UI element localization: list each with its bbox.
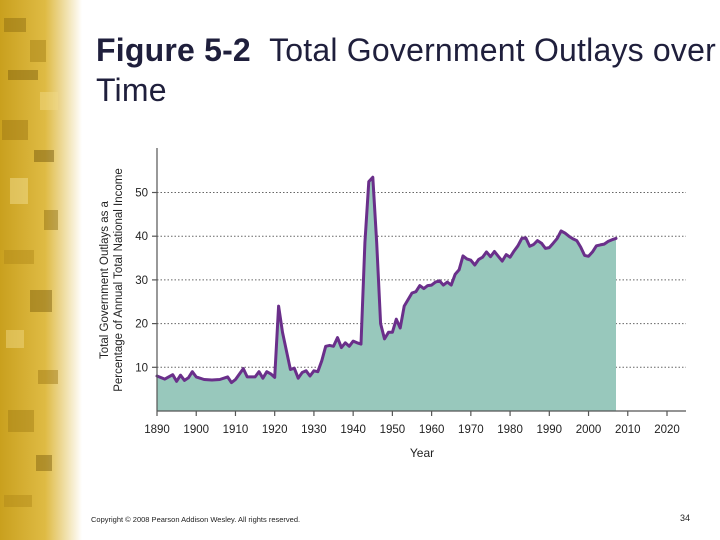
sidebar-texture-block: [30, 40, 46, 62]
sidebar-pattern: [0, 0, 82, 540]
slide-title: Figure 5-2 Total Government Outlays over…: [96, 30, 720, 110]
sidebar-texture-block: [6, 330, 24, 348]
sidebar-texture-block: [34, 150, 54, 162]
series-area-fill: [157, 177, 616, 411]
x-tick-label-1940: 1940: [340, 424, 366, 436]
sidebar-texture-block: [4, 18, 26, 32]
tick-labels: 10 20 30 40 50 1890 1900 1910 1920 1930 1940 1950 19…: [135, 188, 680, 437]
gridlines: [157, 192, 686, 368]
x-tick-label-1920: 1920: [262, 424, 288, 436]
data-area: [155, 175, 618, 411]
x-tick-label-1950: 1950: [380, 424, 406, 436]
axes: [152, 148, 686, 416]
x-tick-label-1900: 1900: [183, 424, 209, 436]
x-tick-label-1910: 1910: [223, 424, 249, 436]
y-tick-label-50: 50: [135, 188, 148, 200]
y-axis-label-line1: Total Government Outlays as a: [99, 200, 111, 358]
sidebar-texture-block: [8, 70, 38, 80]
figure-number: Figure 5-2: [96, 32, 251, 68]
sidebar-texture-block: [4, 250, 34, 264]
sidebar-texture-block: [4, 495, 32, 507]
y-tick-label-10: 10: [135, 362, 148, 374]
sidebar-texture: [2, 18, 58, 507]
sidebar-background: [0, 0, 82, 540]
sidebar-texture-block: [40, 92, 58, 110]
sidebar-texture-block: [30, 290, 52, 312]
x-tick-label-1930: 1930: [301, 424, 327, 436]
y-axis-label-line2: Percentage of Annual Total National Inco…: [113, 168, 125, 392]
sidebar-texture-block: [38, 370, 58, 384]
x-axis-label: Year: [410, 446, 434, 460]
sidebar-texture-block: [36, 455, 52, 471]
x-tick-label-1970: 1970: [458, 424, 484, 436]
figure-title-text: Total Government Outlays over Time: [96, 32, 716, 108]
sidebar-texture-block: [2, 120, 28, 140]
x-tick-label-2010: 2010: [615, 424, 641, 436]
x-tick-label-2000: 2000: [576, 424, 602, 436]
x-tick-label-1890: 1890: [144, 424, 170, 436]
page-number: 34: [679, 513, 690, 523]
copyright-notice: Copyright © 2008 Pearson Addison Wesley.…: [91, 515, 301, 524]
x-tick-label-1980: 1980: [497, 424, 523, 436]
x-tick-label-1960: 1960: [419, 424, 445, 436]
x-tick-label-2020: 2020: [654, 424, 680, 436]
y-tick-label-20: 20: [135, 319, 148, 331]
decorative-sidebar-image: [0, 0, 82, 540]
y-tick-label-30: 30: [135, 275, 148, 287]
y-tick-label-40: 40: [135, 231, 148, 243]
sidebar-texture-block: [8, 410, 34, 432]
sidebar-texture-block: [44, 210, 58, 230]
sidebar-texture-block: [10, 178, 28, 204]
x-tick-label-1990: 1990: [537, 424, 563, 436]
series-line-total-outlays: [155, 175, 618, 385]
